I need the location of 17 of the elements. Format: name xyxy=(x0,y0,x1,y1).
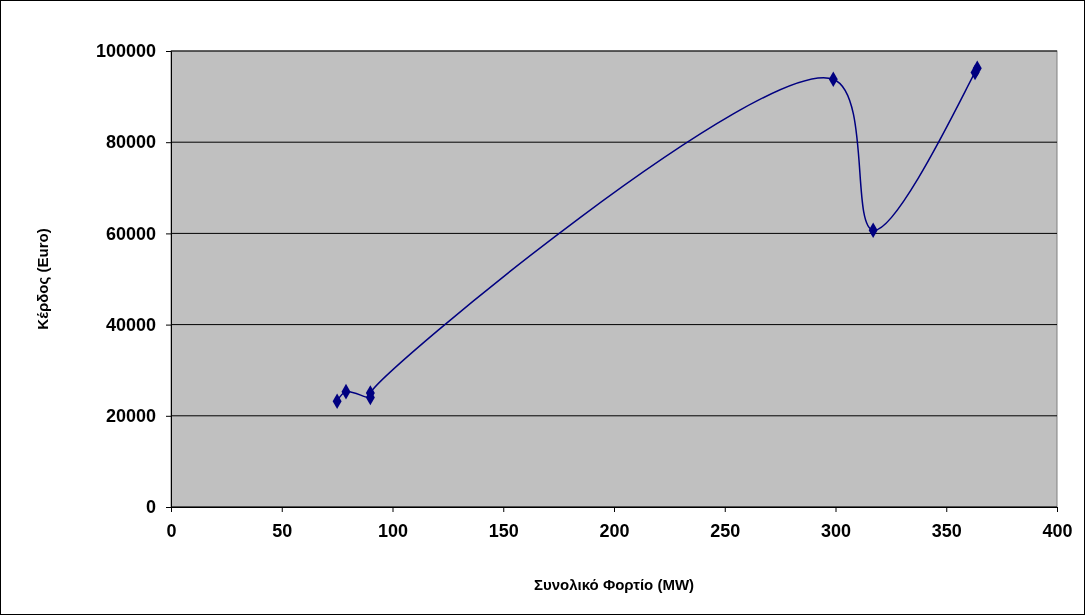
y-tick-label: 0 xyxy=(145,497,156,518)
x-tick-label: 200 xyxy=(599,520,630,541)
x-tick-label: 150 xyxy=(488,520,519,541)
x-tick-label: 350 xyxy=(931,520,962,541)
y-tick-label: 40000 xyxy=(105,314,156,335)
x-tick-label: 100 xyxy=(377,520,409,541)
y-tick-label: 20000 xyxy=(105,406,156,427)
x-tick-label: 300 xyxy=(820,520,852,541)
x-tick-label: 0 xyxy=(166,520,177,541)
y-tick-label: 60000 xyxy=(105,223,156,244)
y-axis-title: Κέρδος (Euro) xyxy=(34,228,51,330)
x-tick-label: 50 xyxy=(272,520,293,541)
y-tick-label: 80000 xyxy=(105,132,156,153)
x-tick-label: 250 xyxy=(710,520,741,541)
x-tick-label: 400 xyxy=(1042,520,1073,541)
x-axis-title: Συνολικό Φορτίο (MW) xyxy=(533,576,695,593)
y-tick-label: 100000 xyxy=(95,41,156,62)
